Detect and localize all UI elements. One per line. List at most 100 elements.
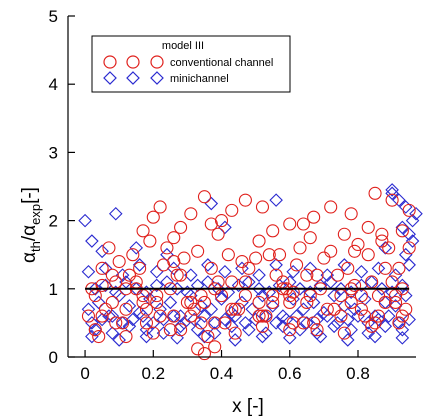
legend-circle-marker	[103, 55, 117, 69]
minichannel-point	[269, 316, 283, 330]
conventional-channel-point	[327, 302, 341, 316]
minichannel-point	[129, 241, 144, 255]
minichannel-point	[102, 309, 116, 323]
minichannel-point	[371, 261, 386, 276]
minichannel-point	[218, 264, 232, 279]
minichannel-point	[385, 183, 399, 197]
minichannel-point	[214, 292, 229, 306]
conventional-channel-point	[204, 261, 218, 275]
conventional-channel-point	[133, 261, 147, 275]
conventional-channel-point	[105, 268, 119, 282]
conventional-channel-point	[191, 342, 205, 356]
conventional-channel-point	[307, 210, 321, 224]
conventional-channel-point	[208, 316, 222, 330]
conventional-channel-point	[228, 302, 242, 316]
y-tick-label: 0	[49, 348, 58, 367]
conventional-channel-point	[395, 309, 409, 323]
conventional-channel-point	[153, 309, 167, 323]
conventional-channel-point	[136, 295, 150, 309]
conventional-channel-point	[225, 302, 239, 316]
conventional-channel-point	[358, 309, 372, 323]
minichannel-point	[149, 264, 164, 279]
conventional-channel-point	[255, 309, 270, 323]
minichannel-point	[204, 196, 219, 211]
conventional-channel-point	[269, 268, 283, 282]
y-tick-label: 4	[49, 75, 58, 94]
conventional-channel-point	[218, 316, 232, 330]
conventional-channel-point	[286, 285, 300, 299]
minichannel-point	[160, 275, 174, 289]
conventional-channel-point	[252, 295, 266, 309]
minichannel-point	[95, 244, 109, 259]
minichannel-point	[149, 278, 164, 293]
conventional-channel-point	[262, 248, 276, 262]
conventional-channel-point	[119, 302, 133, 316]
minichannel-point	[313, 329, 328, 344]
conventional-channel-point	[174, 323, 188, 337]
conventional-channel-point	[337, 326, 351, 340]
minichannel-point	[170, 282, 184, 296]
conventional-channel-point	[167, 309, 181, 323]
legend-conventional-markers	[103, 55, 164, 69]
minichannel-point	[112, 288, 126, 303]
minichannel-point	[228, 309, 242, 323]
minichannel-point	[122, 299, 137, 313]
x-tick-label: 0.6	[278, 364, 302, 383]
conventional-channel-point	[184, 295, 198, 309]
conventional-channel-point	[255, 200, 270, 214]
conventional-channel-point	[81, 309, 96, 323]
legend-diamond-marker	[103, 71, 117, 85]
minichannel-point	[265, 299, 280, 313]
minichannel-point	[190, 278, 205, 293]
conventional-channel-point	[235, 254, 249, 269]
y-tick-label: 2	[49, 212, 58, 231]
conventional-channel-point	[122, 268, 136, 282]
conventional-channel-point	[334, 289, 348, 303]
conventional-channel-point	[300, 295, 314, 309]
conventional-channel-point	[167, 231, 181, 245]
conventional-channel-point	[293, 241, 307, 255]
conventional-channel-point	[95, 278, 109, 292]
minichannel-point	[85, 316, 99, 330]
conventional-channel-point	[119, 329, 133, 344]
minichannel-point	[88, 282, 103, 296]
minichannel-point	[300, 316, 314, 330]
minichannel-point	[112, 333, 126, 347]
minichannel-point	[235, 261, 249, 276]
conventional-channel-point	[184, 309, 198, 323]
conventional-channel-point	[395, 224, 409, 238]
conventional-channel-point	[296, 217, 310, 231]
minichannel-point	[255, 329, 270, 344]
conventional-channel-point	[249, 251, 263, 265]
conventional-channel-point	[98, 302, 113, 316]
conventional-channel-point	[351, 237, 365, 252]
minichannel-point	[190, 322, 205, 337]
points-layer	[78, 183, 423, 361]
conventional-channel-point	[139, 302, 154, 316]
legend: model III conventional channel minichann…	[91, 35, 291, 93]
minichannel-point	[395, 322, 410, 337]
minichannel-point	[85, 234, 99, 248]
conventional-channel-point	[341, 261, 355, 275]
minichannel-point	[347, 302, 362, 317]
conventional-channel-point	[259, 309, 273, 323]
conventional-channel-point	[95, 261, 109, 275]
minichannel-point	[340, 333, 355, 347]
minichannel-point	[85, 329, 99, 344]
conventional-channel-point	[146, 326, 160, 340]
minichannel-point	[231, 278, 246, 293]
conventional-channel-point	[266, 295, 280, 309]
conventional-channel-point	[136, 224, 150, 238]
minichannel-point	[354, 264, 369, 279]
conventional-channel-point	[187, 302, 201, 316]
minichannel-point	[351, 309, 365, 323]
minichannel-point	[98, 261, 113, 276]
x-axis-title: x [-]	[232, 396, 264, 417]
conventional-channel-point	[232, 302, 246, 316]
conventional-channel-point	[365, 275, 379, 289]
conventional-channel-point	[214, 214, 229, 228]
minichannel-point	[402, 227, 416, 242]
minichannel-point	[269, 258, 283, 272]
legend-title: model III	[162, 40, 204, 52]
conventional-channel-point	[252, 309, 266, 323]
